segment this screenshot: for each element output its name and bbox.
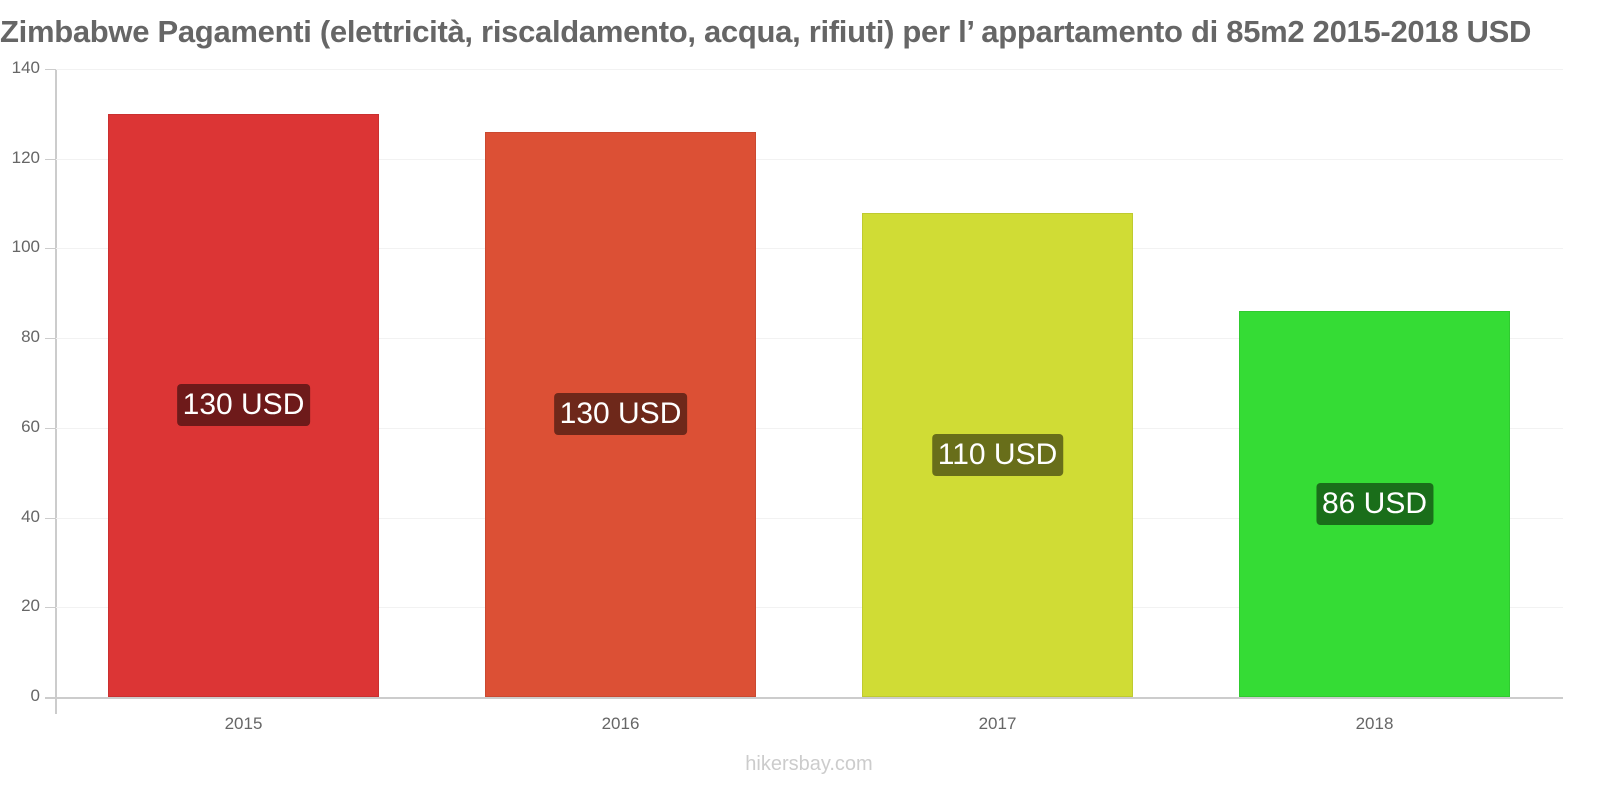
y-tick-label: 140	[11, 58, 40, 77]
x-axis-line	[45, 697, 1563, 699]
y-tick-label: 40	[21, 507, 40, 526]
y-tick-mark	[45, 428, 55, 429]
x-tick-label: 2015	[224, 714, 263, 733]
gridline	[56, 248, 1563, 249]
y-tick-label: 80	[21, 327, 40, 346]
gridline	[56, 159, 1563, 160]
gridline	[56, 428, 1563, 429]
y-tick-mark	[45, 697, 55, 698]
y-tick-mark	[45, 248, 55, 249]
y-axis-line	[55, 69, 57, 714]
y-tick-label: 0	[30, 686, 40, 705]
x-tick-label: 2016	[601, 714, 640, 733]
gridline	[56, 338, 1563, 339]
bar-value-label: 130 USD	[553, 393, 688, 435]
y-tick-label: 60	[21, 417, 40, 436]
y-tick-mark	[45, 338, 55, 339]
y-tick-mark	[45, 518, 55, 519]
y-tick-label: 100	[11, 237, 40, 256]
bar-value-label: 86 USD	[1315, 483, 1434, 525]
y-tick-mark	[45, 607, 55, 608]
y-tick-mark	[45, 69, 55, 70]
gridline	[56, 69, 1563, 70]
y-tick-label: 20	[21, 596, 40, 615]
bar-value-label: 110 USD	[931, 434, 1064, 476]
y-tick-label: 120	[11, 148, 40, 167]
gridline	[56, 607, 1563, 608]
gridline	[56, 518, 1563, 519]
y-tick-mark	[45, 159, 55, 160]
chart-title: Zimbabwe Pagamenti (elettricità, riscald…	[0, 14, 1532, 49]
bar-value-label: 130 USD	[176, 384, 311, 426]
x-tick-label: 2018	[1355, 714, 1394, 733]
x-tick-label: 2017	[978, 714, 1017, 733]
credit-text: hikersbay.com	[745, 753, 873, 775]
